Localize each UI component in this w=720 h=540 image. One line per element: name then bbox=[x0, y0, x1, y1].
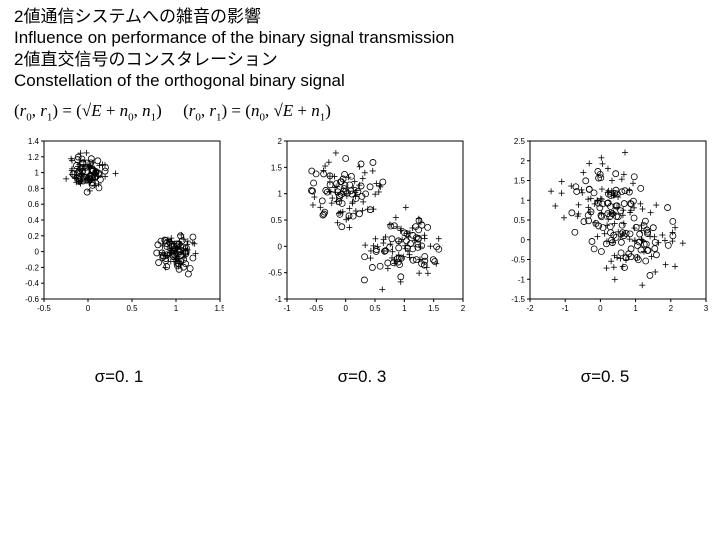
chart-cell-2: -2 -1 0 1 2 3 -1.5 -1 -0.5 0 0.5 1 1.5 2 2.5 bbox=[500, 137, 710, 317]
svg-text:1.5: 1.5 bbox=[271, 164, 283, 173]
title-jp-1: 2値通信システムへの雑音の影響 bbox=[14, 6, 706, 27]
equation-1: (r0, r1) = (√E + n0, n1) bbox=[14, 101, 166, 120]
caption-2: σ=0. 5 bbox=[500, 367, 710, 387]
chart-cell-0: -0.5 0 0.5 1 1.5 -0.6 -0.4 -0.2 0 0.2 0.4 0.6 0.8 1 1.… bbox=[14, 137, 224, 317]
svg-text:2.5: 2.5 bbox=[514, 137, 526, 146]
svg-text:1.5: 1.5 bbox=[428, 304, 440, 313]
svg-text:0.6: 0.6 bbox=[28, 201, 40, 210]
svg-text:0: 0 bbox=[343, 304, 348, 313]
svg-text:-2: -2 bbox=[526, 304, 534, 313]
constellation-plot-2: -2 -1 0 1 2 3 -1.5 -1 -0.5 0 0.5 1 1.5 2 2.5 bbox=[500, 137, 710, 317]
title-en-1: Influence on performance of the binary s… bbox=[14, 27, 706, 48]
svg-text:3: 3 bbox=[704, 304, 709, 313]
title-block: 2値通信システムへの雑音の影響 Influence on performance… bbox=[14, 6, 706, 91]
title-en-2: Constellation of the orthogonal binary s… bbox=[14, 70, 706, 91]
svg-text:1: 1 bbox=[174, 304, 179, 313]
svg-text:1.4: 1.4 bbox=[28, 137, 40, 146]
svg-text:-0.5: -0.5 bbox=[309, 304, 323, 313]
svg-text:2: 2 bbox=[461, 304, 466, 313]
svg-text:0: 0 bbox=[278, 243, 283, 252]
svg-text:-0.5: -0.5 bbox=[37, 304, 51, 313]
svg-text:2: 2 bbox=[521, 157, 526, 166]
svg-text:1.2: 1.2 bbox=[28, 153, 40, 162]
svg-text:0.5: 0.5 bbox=[271, 216, 283, 225]
svg-text:-1: -1 bbox=[275, 295, 283, 304]
captions-row: σ=0. 1 σ=0. 3 σ=0. 5 bbox=[14, 367, 710, 387]
chart-cell-1: -1 -0.5 0 0.5 1 1.5 2 -1 -0.5 0 0.5 1 1.5 2 bbox=[257, 137, 467, 317]
svg-text:-1.5: -1.5 bbox=[511, 295, 525, 304]
svg-text:1: 1 bbox=[35, 169, 40, 178]
title-jp-2: 2値直交信号のコンスタレーション bbox=[14, 49, 706, 70]
svg-text:0: 0 bbox=[35, 248, 40, 257]
svg-text:1: 1 bbox=[633, 304, 638, 313]
equation-row: (r0, r1) = (√E + n0, n1) (r0, r1) = (n0,… bbox=[14, 101, 706, 123]
svg-text:-0.5: -0.5 bbox=[268, 269, 282, 278]
svg-text:0.5: 0.5 bbox=[126, 304, 138, 313]
constellation-plot-1: -1 -0.5 0 0.5 1 1.5 2 -1 -0.5 0 0.5 1 1.5 2 bbox=[257, 137, 467, 317]
svg-text:-0.5: -0.5 bbox=[511, 256, 525, 265]
svg-text:0: 0 bbox=[598, 304, 603, 313]
svg-text:0.5: 0.5 bbox=[514, 216, 526, 225]
svg-text:-1: -1 bbox=[518, 276, 526, 285]
charts-row: -0.5 0 0.5 1 1.5 -0.6 -0.4 -0.2 0 0.2 0.4 0.6 0.8 1 1.… bbox=[14, 137, 710, 317]
caption-0: σ=0. 1 bbox=[14, 367, 224, 387]
svg-text:0: 0 bbox=[521, 236, 526, 245]
slide-root: 2値通信システムへの雑音の影響 Influence on performance… bbox=[0, 0, 720, 540]
svg-text:1: 1 bbox=[402, 304, 407, 313]
svg-text:0.4: 0.4 bbox=[28, 216, 40, 225]
equation-2: (r0, r1) = (n0, √E + n1) bbox=[183, 101, 331, 120]
svg-text:1.5: 1.5 bbox=[514, 177, 526, 186]
svg-text:2: 2 bbox=[278, 137, 283, 146]
svg-text:-1: -1 bbox=[283, 304, 291, 313]
svg-text:1: 1 bbox=[278, 190, 283, 199]
constellation-plot-0: -0.5 0 0.5 1 1.5 -0.6 -0.4 -0.2 0 0.2 0.4 0.6 0.8 1 1.… bbox=[14, 137, 224, 317]
svg-text:0: 0 bbox=[86, 304, 91, 313]
svg-text:2: 2 bbox=[669, 304, 674, 313]
svg-text:-0.6: -0.6 bbox=[25, 295, 39, 304]
svg-text:0.2: 0.2 bbox=[28, 232, 40, 241]
svg-text:1.5: 1.5 bbox=[214, 304, 224, 313]
svg-text:-0.2: -0.2 bbox=[25, 264, 39, 273]
svg-text:0.8: 0.8 bbox=[28, 185, 40, 194]
svg-text:-0.4: -0.4 bbox=[25, 280, 39, 289]
svg-text:0.5: 0.5 bbox=[369, 304, 381, 313]
svg-text:1: 1 bbox=[521, 197, 526, 206]
svg-text:-1: -1 bbox=[562, 304, 570, 313]
caption-1: σ=0. 3 bbox=[257, 367, 467, 387]
